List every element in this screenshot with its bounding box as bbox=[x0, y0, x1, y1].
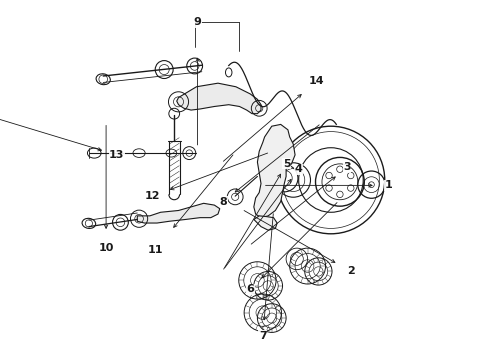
Text: 10: 10 bbox=[98, 243, 114, 253]
Text: 6: 6 bbox=[246, 284, 254, 294]
Text: 8: 8 bbox=[220, 197, 227, 207]
Text: 3: 3 bbox=[343, 162, 351, 172]
Text: 5: 5 bbox=[283, 159, 291, 169]
Text: 11: 11 bbox=[147, 245, 163, 255]
Polygon shape bbox=[137, 203, 220, 223]
Text: 14: 14 bbox=[309, 76, 324, 86]
Polygon shape bbox=[254, 216, 277, 230]
Text: 13: 13 bbox=[109, 150, 124, 160]
Polygon shape bbox=[177, 83, 261, 114]
Text: 9: 9 bbox=[194, 17, 201, 27]
Polygon shape bbox=[254, 125, 295, 218]
Text: 7: 7 bbox=[259, 331, 267, 341]
Text: 12: 12 bbox=[145, 191, 160, 201]
Text: 2: 2 bbox=[347, 266, 355, 276]
Text: 4: 4 bbox=[294, 164, 303, 174]
Text: 1: 1 bbox=[385, 180, 392, 190]
